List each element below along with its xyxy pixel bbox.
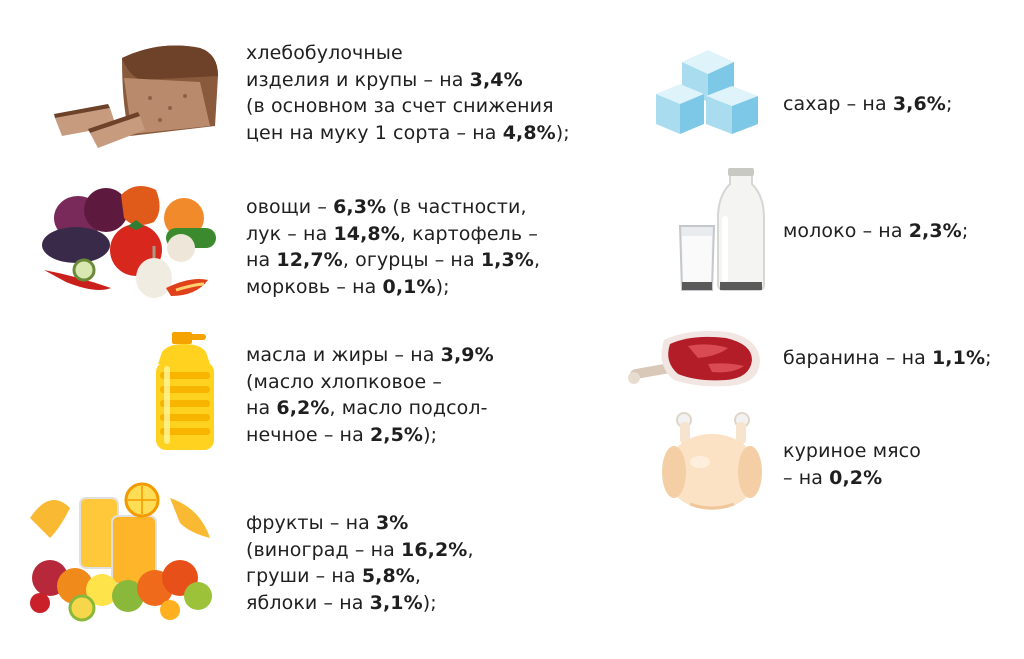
lamb-meat-icon <box>628 326 764 396</box>
text-line: цен на муку 1 сорта – на 4,8%); <box>246 121 570 144</box>
text-line: (в основном за счет снижения <box>246 95 554 117</box>
text-line: изделия и крупы – на 3,4% <box>246 68 523 91</box>
text-line: (масло хлопковое – <box>246 370 443 393</box>
text-line: масла и жиры – на 3,9% <box>246 344 494 366</box>
text-line: нечное – на 2,5%); <box>246 423 438 446</box>
text-line: куриное мясо <box>783 440 921 462</box>
text-line: фрукты – на 3% <box>246 512 409 534</box>
text-line: на 12,7%, огурцы – на 1,3%, <box>246 249 541 271</box>
text-line: яблоки – на 3,1%); <box>246 591 437 614</box>
item-lamb-text: баранина – на 1,1%; <box>783 345 992 372</box>
text-line: овощи – 6,3% (в частности, <box>246 196 527 218</box>
text-line: груши – на 5,8%, <box>246 565 422 587</box>
item-fruits-text: фрукты – на 3% (виноград – на 16,2%, гру… <box>246 510 474 616</box>
item-milk-text: молоко – на 2,3%; <box>783 218 968 245</box>
item-vegetables-text: овощи – 6,3% (в частности, лук – на 14,8… <box>246 194 540 300</box>
oil-bottle-icon <box>148 330 220 459</box>
text-line: морковь – на 0,1%); <box>246 275 450 298</box>
item-chicken-text: куриное мясо – на 0,2% <box>783 438 921 491</box>
milk-icon <box>672 166 768 298</box>
item-oil-text: масла и жиры – на 3,9% (масло хлопковое … <box>246 342 494 448</box>
item-bread-text: хлебобулочные изделия и крупы – на 3,4% … <box>246 40 570 146</box>
text-line: (виноград – на 16,2%, <box>246 538 474 561</box>
text-line: лук – на 14,8%, картофель – <box>246 222 538 245</box>
bread-icon <box>50 38 225 157</box>
text-line: хлебобулочные <box>246 42 403 64</box>
fruits-icon <box>20 478 220 627</box>
chicken-icon <box>660 408 764 516</box>
sugar-cubes-icon <box>654 42 762 142</box>
vegetables-icon <box>36 180 221 309</box>
text-line: – на 0,2% <box>783 466 883 489</box>
text-line: сахар – на 3,6%; <box>783 93 953 115</box>
text-line: на 6,2%, масло подсол- <box>246 397 488 419</box>
item-sugar-text: сахар – на 3,6%; <box>783 91 952 118</box>
text-line: молоко – на 2,3%; <box>783 220 969 242</box>
text-line: баранина – на 1,1%; <box>783 347 992 369</box>
